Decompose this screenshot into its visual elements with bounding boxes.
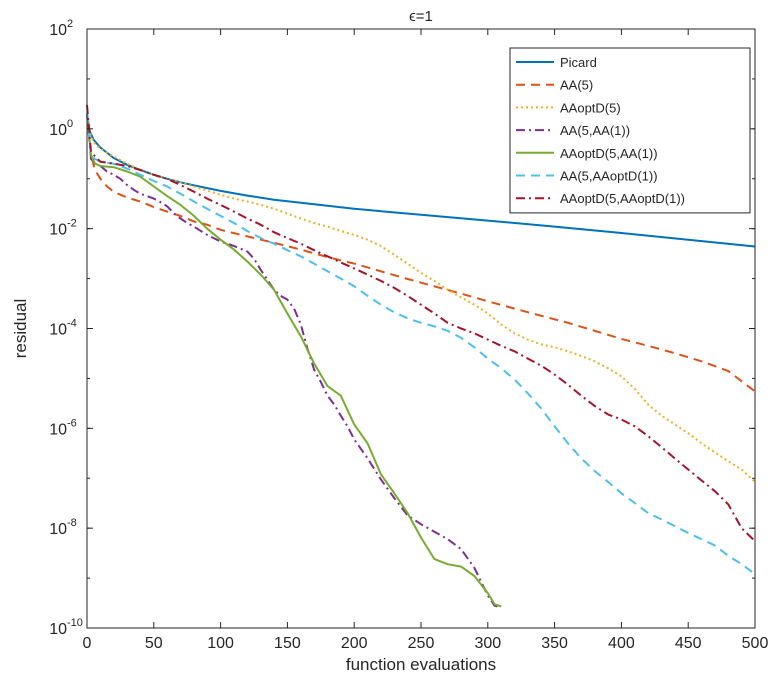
x-tick-label: 500: [742, 635, 769, 652]
y-tick-label-exponent: -10: [67, 617, 83, 629]
x-tick-label: 200: [341, 635, 368, 652]
y-tick-label: 10: [49, 621, 67, 638]
y-tick-label-exponent: -4: [67, 318, 77, 330]
legend-label-aa-5-aaoptd-1: AA(5,AAoptD(1)): [560, 169, 658, 184]
series-line-aaoptd-5-aaoptd-1: [86, 104, 756, 542]
series-line-aaoptd-5-aa-1: [86, 113, 502, 608]
series-line-aa-5: [86, 113, 756, 393]
legend-label-aaoptd-5-aa-1: AAoptD(5,AA(1)): [560, 146, 658, 161]
legend-label-aaoptd-5: AAoptD(5): [560, 100, 621, 115]
y-axis-label: residual: [11, 299, 30, 359]
y-tick-label: 10: [49, 22, 67, 39]
x-tick-label: 450: [675, 635, 702, 652]
legend-label-aa-5-aa-1: AA(5,AA(1)): [560, 123, 630, 138]
x-tick-label: 300: [474, 635, 501, 652]
series-line-aaoptd-5: [86, 113, 756, 483]
x-tick-label: 0: [83, 635, 92, 652]
y-tick-label: 10: [49, 122, 67, 139]
x-tick-label: 100: [207, 635, 234, 652]
y-tick-label: 10: [49, 222, 67, 239]
chart-title: ϵ=1: [409, 8, 433, 25]
series-line-picard: [86, 113, 756, 248]
legend-label-aaoptd-5-aaoptd-1: AAoptD(5,AAoptD(1)): [560, 191, 685, 206]
x-tick-label: 350: [541, 635, 568, 652]
x-tick-label: 400: [608, 635, 635, 652]
legend-label-aa-5: AA(5): [560, 78, 593, 93]
series-layer: [86, 104, 756, 609]
y-tick-label: 10: [49, 322, 67, 339]
legend: Picard AA(5) AAoptD(5) AA(5,AA(1)) AAoptD(5,…: [509, 47, 751, 214]
y-tick-label-exponent: -6: [67, 417, 77, 429]
y-tick-label-exponent: -8: [67, 517, 77, 529]
y-tick-label: 10: [49, 421, 67, 438]
x-axis-label: function evaluations: [346, 655, 496, 674]
x-tick-label: 250: [408, 635, 435, 652]
x-tick-label: 150: [274, 635, 301, 652]
legend-label-picard: Picard: [560, 55, 597, 70]
y-tick-label: 10: [49, 521, 67, 538]
y-tick-label-exponent: 2: [67, 18, 73, 30]
y-tick-label-exponent: 0: [67, 118, 73, 130]
x-tick-label: 50: [145, 635, 163, 652]
y-tick-label-exponent: -2: [67, 218, 77, 230]
